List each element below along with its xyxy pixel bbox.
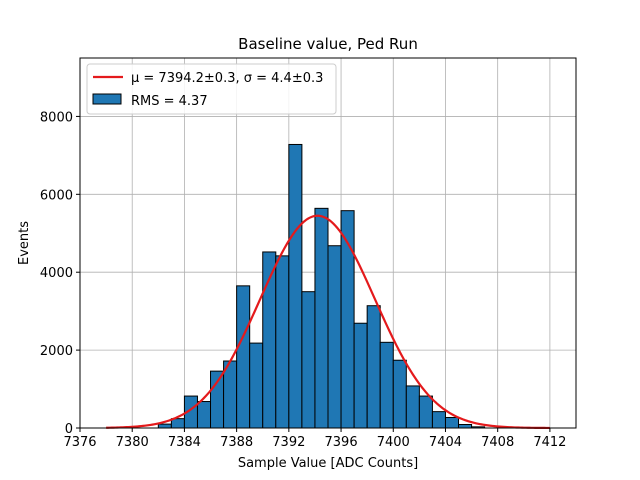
chart-title: Baseline value, Ped Run [238, 35, 418, 53]
histogram-bar [275, 255, 290, 429]
x-tick-label: 7400 [377, 435, 410, 450]
histogram-bar [379, 341, 394, 429]
y-axis-label: Events [17, 221, 32, 265]
histogram-bar [249, 342, 264, 429]
histogram-bar [431, 411, 446, 429]
x-tick-label: 7384 [168, 435, 201, 450]
x-axis-label: Sample Value [ADC Counts] [238, 456, 418, 471]
y-tick-label: 4000 [40, 266, 73, 281]
legend: μ = 7394.2±0.3, σ = 4.4±0.3 RMS = 4.37 [86, 63, 337, 115]
histogram-bar [210, 370, 225, 429]
legend-box [86, 63, 337, 115]
gaussian-fit-line [106, 214, 550, 430]
x-tick-label: 7392 [272, 435, 305, 450]
x-tick-label: 7412 [533, 435, 566, 450]
y-tick-label: 2000 [40, 344, 73, 359]
legend-fit-label: μ = 7394.2±0.3, σ = 4.4±0.3 [131, 71, 323, 86]
legend-histogram-swatch [92, 93, 122, 105]
histogram-bar [353, 322, 368, 429]
histogram-bar [157, 423, 172, 429]
x-tick-label: 7388 [220, 435, 253, 450]
histogram-bar [301, 291, 316, 429]
histogram-bar [236, 285, 251, 429]
plot-frame [79, 57, 577, 429]
y-tick-label: 8000 [40, 110, 73, 125]
histogram-bar [196, 401, 212, 429]
x-tick-label: 7408 [481, 435, 514, 450]
y-tick-label: 0 [65, 422, 73, 437]
x-tick-label: 7380 [116, 435, 149, 450]
x-tick-label: 7376 [63, 435, 96, 450]
axis-ticks: 7376 7380 7384 7388 7392 7396 7400 7404 7408 7412… [40, 110, 567, 450]
histogram-bar [314, 207, 329, 429]
y-tick-label: 6000 [40, 188, 73, 203]
legend-rms-label: RMS = 4.37 [131, 94, 208, 109]
histogram-bar [418, 395, 433, 429]
histogram-bar [444, 416, 460, 429]
x-tick-label: 7404 [429, 435, 462, 450]
histogram-bar [405, 385, 420, 429]
histogram-bar [288, 143, 303, 429]
histogram-bar [392, 359, 407, 429]
histogram-bar [458, 423, 473, 429]
x-tick-label: 7396 [325, 435, 358, 450]
histogram-bar [366, 305, 381, 429]
histogram-bar [327, 245, 342, 429]
